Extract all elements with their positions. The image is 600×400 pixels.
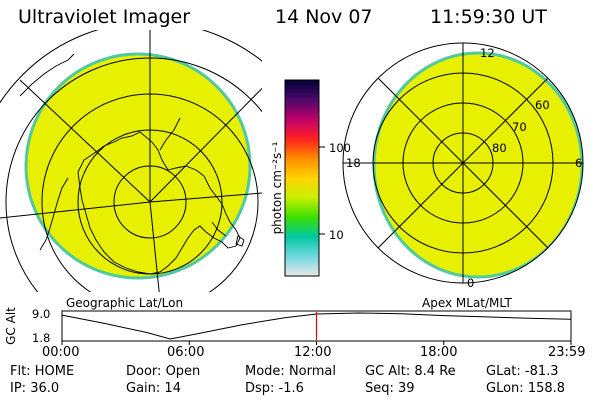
mlt-label-0: 0 <box>467 276 475 290</box>
apex-auroral-disk <box>372 51 583 279</box>
status-flt: Flt: HOME <box>10 364 74 379</box>
intensity-colorbar <box>284 79 325 277</box>
status-door: Door: Open <box>126 364 200 379</box>
status-flt-label: Flt: <box>10 364 31 379</box>
xtick-0600: 06:00 <box>167 345 205 360</box>
mlt-label-12: 12 <box>480 46 495 60</box>
xtick-2359: 23:59 <box>548 345 586 360</box>
colorbar-tick-10: 10 <box>329 228 344 242</box>
auroral-image-disk <box>24 52 252 280</box>
status-seq-value: 39 <box>398 381 415 396</box>
apex-caption: Apex MLat/MLT <box>422 296 512 310</box>
status-door-label: Door: <box>126 364 162 379</box>
geographic-image-panel <box>0 30 262 292</box>
status-glat-label: GLat: <box>486 364 521 379</box>
status-gain-value: 14 <box>164 381 181 396</box>
xtick-0000: 00:00 <box>42 345 80 360</box>
status-mode-value: Normal <box>288 364 336 379</box>
mlat-label-60: 60 <box>535 98 550 112</box>
altitude-ytick-top: 9.0 <box>32 307 51 321</box>
status-ip-label: IP: <box>10 381 27 396</box>
xtick-1800: 18:00 <box>420 345 458 360</box>
altitude-ylabel: GC Alt <box>4 307 18 345</box>
colorbar-tick-100: 100 <box>329 141 351 155</box>
observation-time: 11:59:30 UT <box>430 6 547 28</box>
status-seq: Seq: 39 <box>365 381 415 396</box>
mlt-label-6: 6 <box>575 156 583 170</box>
status-gain-label: Gain: <box>126 381 161 396</box>
apex-image-panel <box>342 42 584 284</box>
status-glon-label: GLon: <box>486 381 524 396</box>
status-mode-label: Mode: <box>245 364 285 379</box>
status-gain: Gain: 14 <box>126 381 181 396</box>
colorbar-unit-label: photon cm⁻²s⁻¹ <box>270 141 284 235</box>
mlat-grid <box>342 42 584 284</box>
mlt-label-18: 18 <box>346 156 361 170</box>
status-glat: GLat: -81.3 <box>486 364 559 379</box>
mlat-label-80: 80 <box>492 141 507 155</box>
status-gcalt-value: 8.4 Re <box>414 364 456 379</box>
status-glon: GLon: 158.8 <box>486 381 565 396</box>
status-gcalt-label: GC Alt: <box>365 364 411 379</box>
altitude-ytick-bottom: 1.8 <box>32 331 51 345</box>
status-seq-label: Seq: <box>365 381 394 396</box>
status-dsp-value: -1.6 <box>278 381 304 396</box>
instrument-title: Ultraviolet Imager <box>18 6 191 28</box>
status-ip-value: 36.0 <box>30 381 60 396</box>
status-dsp: Dsp: -1.6 <box>245 381 304 396</box>
altitude-plot <box>61 310 572 345</box>
latlon-grid <box>0 30 262 292</box>
status-mode: Mode: Normal <box>245 364 336 379</box>
status-gcalt: GC Alt: 8.4 Re <box>365 364 456 379</box>
xtick-1200: 12:00 <box>294 345 332 360</box>
status-dsp-label: Dsp: <box>245 381 275 396</box>
status-ip: IP: 36.0 <box>10 381 59 396</box>
mlat-label-70: 70 <box>512 120 527 134</box>
status-glat-value: -81.3 <box>524 364 559 379</box>
status-glon-value: 158.8 <box>527 381 566 396</box>
status-flt-value: HOME <box>34 364 75 379</box>
altitude-curve <box>61 312 572 340</box>
geographic-caption: Geographic Lat/Lon <box>66 296 184 310</box>
status-door-value: Open <box>165 364 201 379</box>
coastline <box>19 53 245 275</box>
observation-date: 14 Nov 07 <box>275 6 373 28</box>
